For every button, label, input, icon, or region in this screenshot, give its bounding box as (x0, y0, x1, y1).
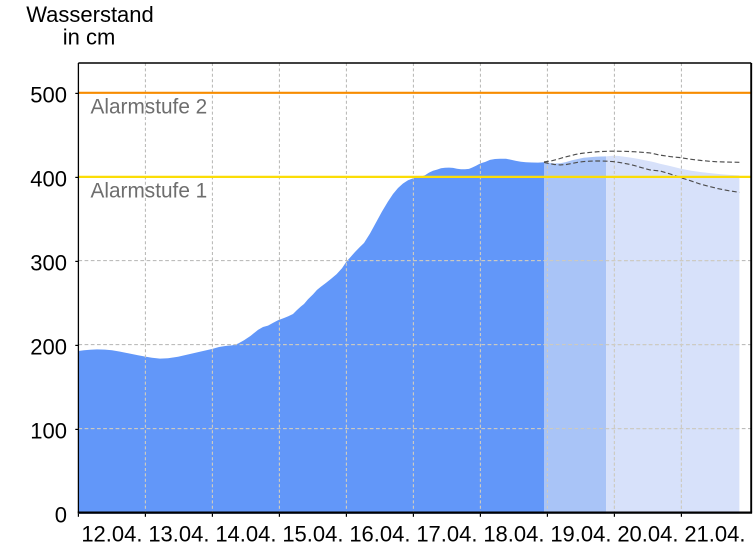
svg-text:12.04.: 12.04. (81, 521, 142, 546)
svg-text:Alarmstufe 2: Alarmstufe 2 (91, 96, 208, 119)
svg-text:100: 100 (30, 419, 67, 444)
svg-text:200: 200 (30, 335, 67, 360)
svg-text:13.04.: 13.04. (148, 521, 209, 546)
svg-text:20.04.: 20.04. (617, 521, 678, 546)
svg-text:16.04.: 16.04. (349, 521, 410, 546)
svg-text:18.04.: 18.04. (483, 521, 544, 546)
svg-text:400: 400 (30, 167, 67, 192)
svg-text:14.04.: 14.04. (215, 521, 276, 546)
svg-text:15.04.: 15.04. (282, 521, 343, 546)
svg-text:17.04.: 17.04. (416, 521, 477, 546)
svg-text:0: 0 (55, 503, 67, 528)
svg-text:21.04.: 21.04. (684, 521, 745, 546)
svg-text:500: 500 (30, 83, 67, 108)
svg-text:19.04.: 19.04. (550, 521, 611, 546)
svg-text:in cm: in cm (63, 25, 116, 50)
svg-text:300: 300 (30, 251, 67, 276)
svg-text:Alarmstufe 1: Alarmstufe 1 (91, 180, 208, 203)
svg-text:Wasserstand: Wasserstand (26, 2, 154, 27)
